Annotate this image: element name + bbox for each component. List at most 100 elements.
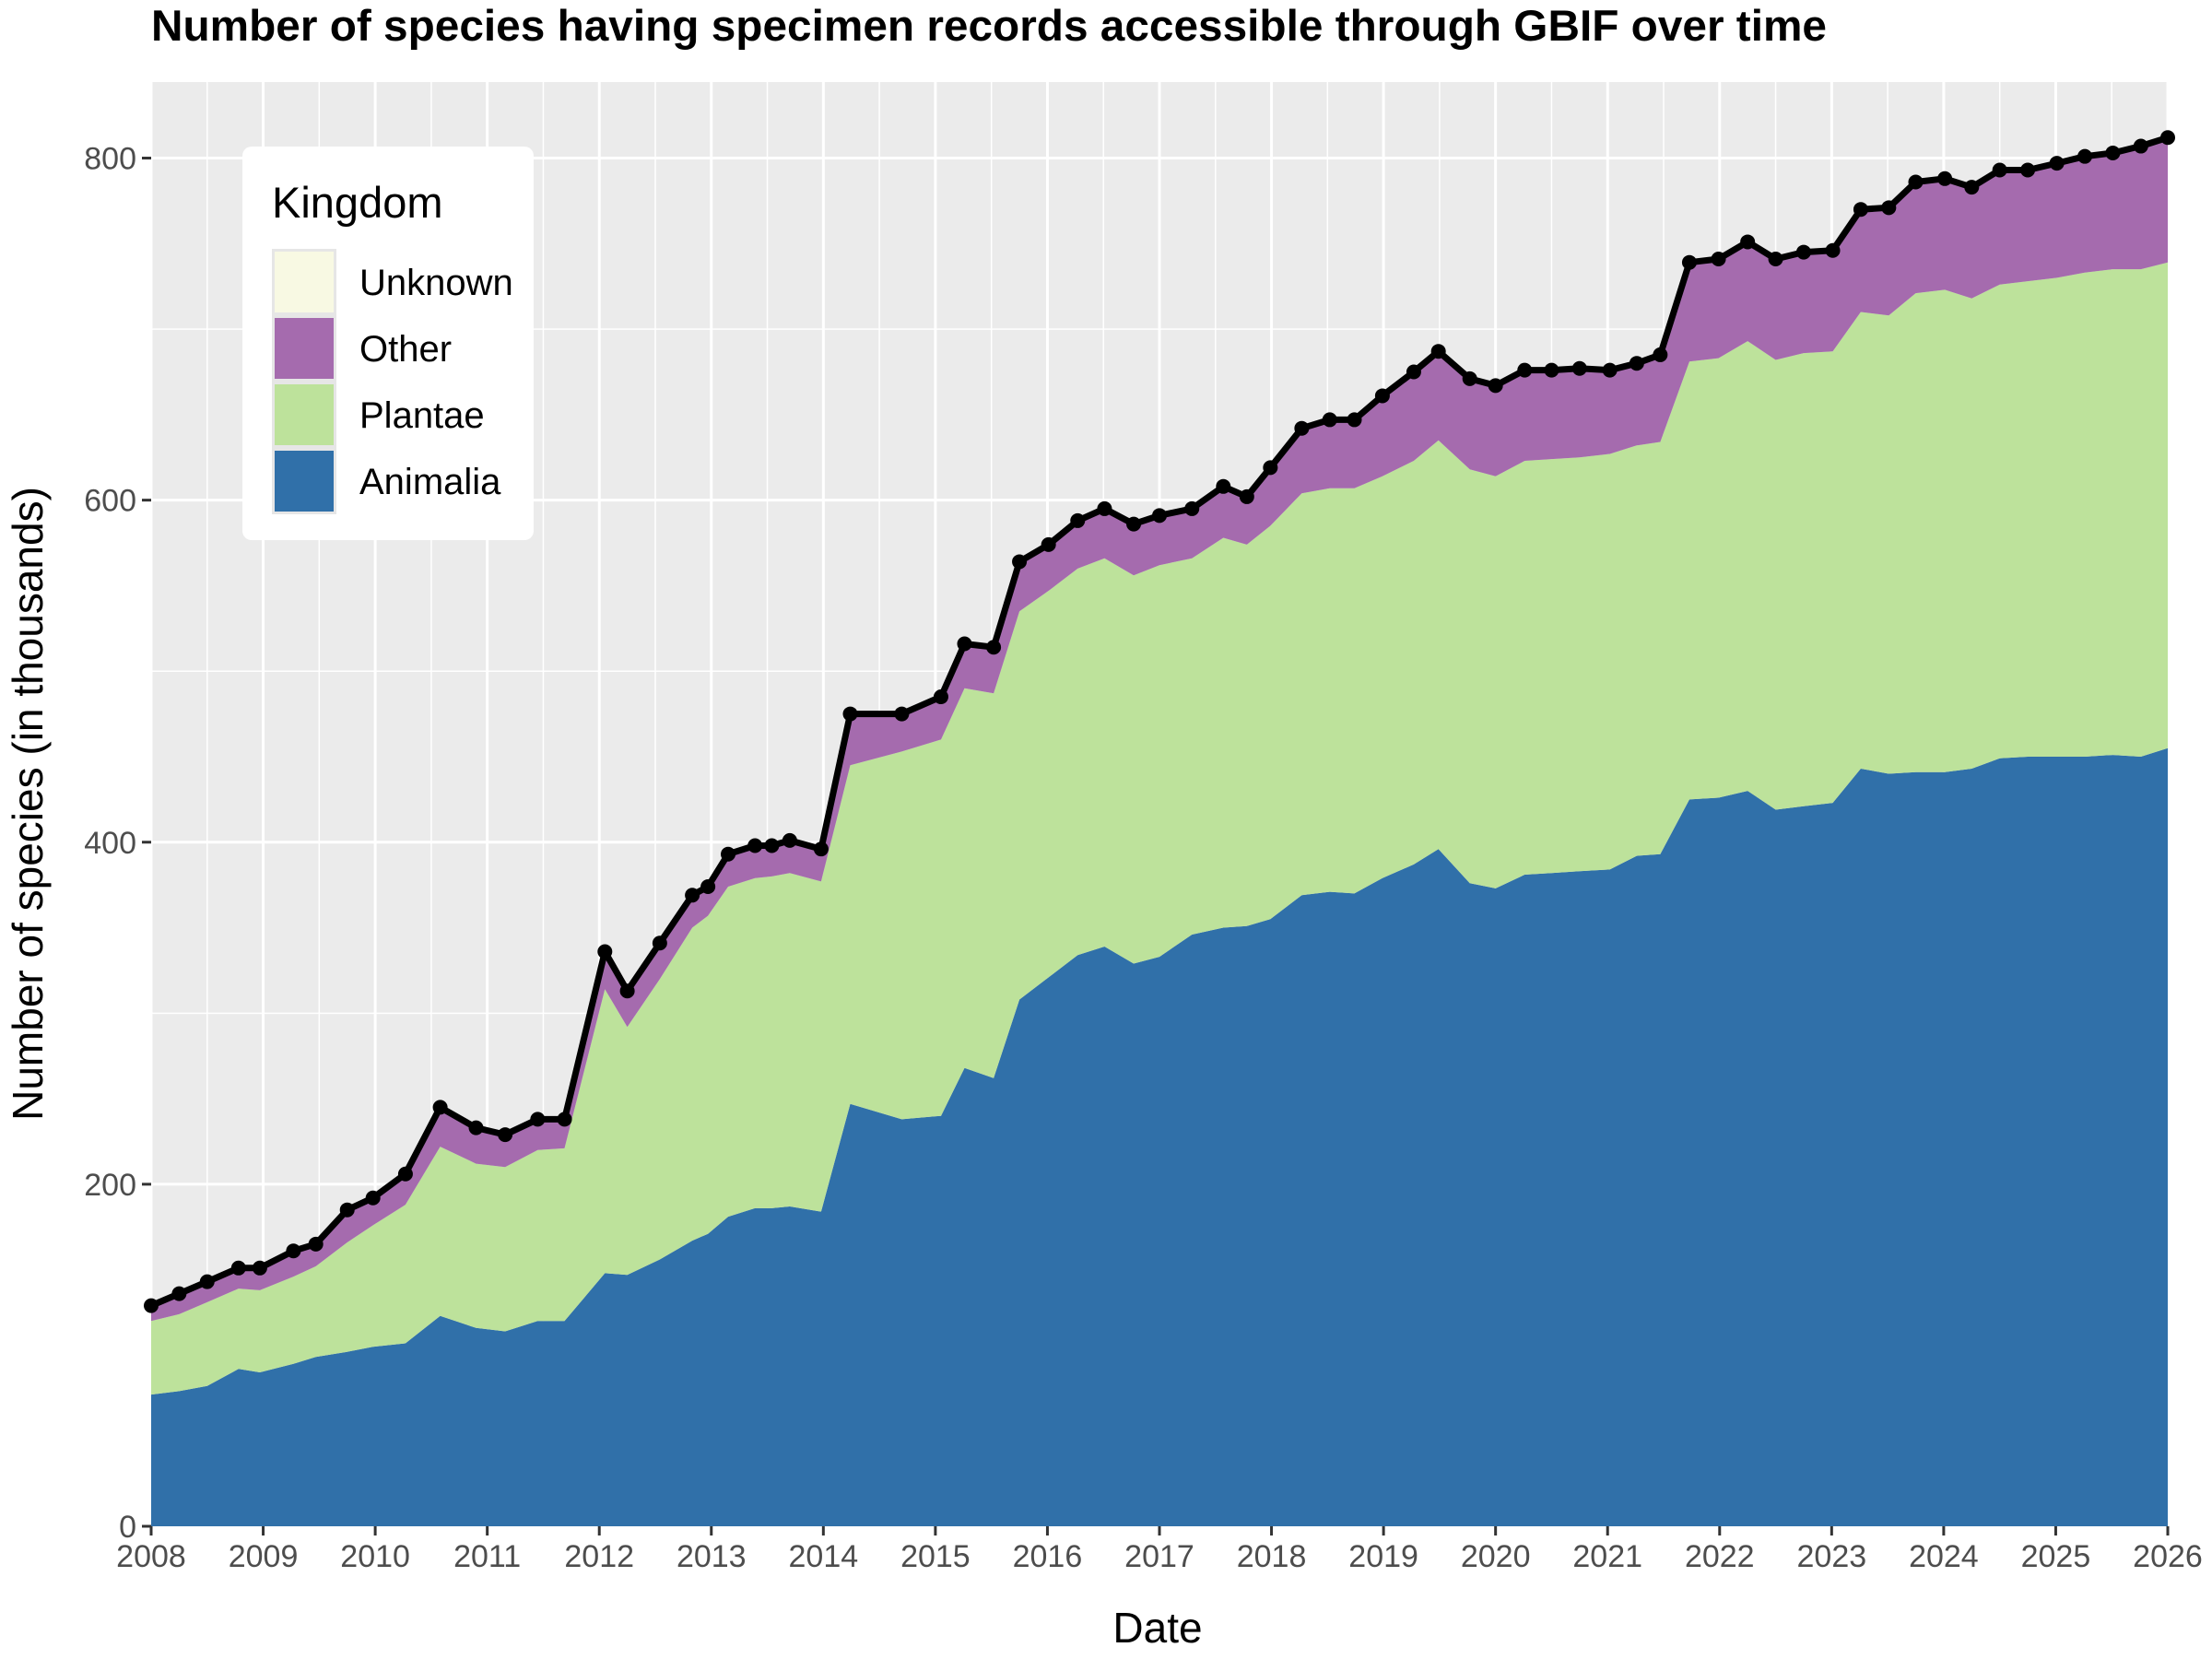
legend-label-animalia: Animalia — [359, 462, 501, 502]
total-point — [1825, 242, 1841, 258]
total-point — [1881, 200, 1897, 216]
x-tick-label: 2010 — [340, 1539, 410, 1574]
x-tick-label: 2023 — [1797, 1539, 1867, 1574]
legend-title: Kingdom — [272, 178, 443, 227]
total-point — [1347, 412, 1362, 428]
total-point — [1629, 356, 1644, 371]
legend-swatch-animalia — [275, 451, 334, 512]
total-point — [1937, 171, 1953, 186]
total-point — [2133, 138, 2148, 154]
total-point — [2105, 145, 2121, 160]
y-axis: 0 200 400 600 800 — [84, 142, 151, 1545]
legend-label-unknown: Unknown — [359, 263, 513, 303]
total-point — [1462, 371, 1477, 386]
total-point — [530, 1112, 546, 1127]
total-point — [619, 983, 635, 999]
x-tick-label: 2013 — [677, 1539, 747, 1574]
total-point — [1488, 378, 1503, 394]
total-point — [1768, 252, 1783, 267]
total-point — [1097, 500, 1112, 516]
total-point — [1853, 202, 1868, 218]
x-tick-label: 2015 — [900, 1539, 971, 1574]
total-point — [894, 706, 910, 722]
total-point — [813, 841, 829, 857]
area-plantae — [151, 262, 2168, 1395]
total-point — [1740, 234, 1756, 250]
total-point — [782, 832, 797, 848]
total-point — [1517, 362, 1533, 378]
total-point — [252, 1260, 267, 1276]
x-tick-label: 2011 — [453, 1539, 521, 1574]
y-tick-label: 400 — [84, 826, 136, 861]
x-tick-label: 2012 — [564, 1539, 634, 1574]
total-point — [308, 1236, 324, 1252]
legend-swatch-other — [275, 318, 334, 379]
x-tick-label: 2014 — [789, 1539, 859, 1574]
total-point — [933, 689, 948, 705]
total-point — [597, 944, 613, 959]
total-point — [652, 935, 667, 951]
total-point — [1041, 536, 1056, 552]
y-tick-label: 0 — [119, 1510, 136, 1545]
total-point — [468, 1120, 484, 1135]
total-point — [1406, 364, 1421, 380]
total-point — [1184, 500, 1200, 516]
total-point — [2049, 156, 2065, 171]
area-other — [151, 137, 2168, 1322]
total-point — [1239, 488, 1254, 504]
total-point — [1263, 460, 1278, 476]
total-point — [1294, 420, 1310, 436]
total-point — [1012, 554, 1028, 570]
legend-swatch-unknown — [275, 252, 334, 312]
total-point — [1216, 478, 1231, 494]
x-tick-label: 2008 — [116, 1539, 186, 1574]
legend-label-plantae: Plantae — [359, 395, 485, 436]
total-point — [557, 1112, 572, 1127]
total-point — [1544, 362, 1559, 378]
total-point — [286, 1243, 301, 1259]
x-tick-label: 2021 — [1572, 1539, 1642, 1574]
total-point — [365, 1190, 381, 1206]
total-point — [986, 640, 1002, 655]
total-point — [700, 879, 716, 895]
legend: Kingdom Unknown Other Plantae Animalia — [242, 147, 534, 540]
total-point — [1374, 388, 1390, 404]
total-point — [498, 1127, 513, 1143]
x-tick-label: 2017 — [1124, 1539, 1194, 1574]
legend-swatch-plantae — [275, 384, 334, 445]
y-tick-label: 600 — [84, 484, 136, 519]
total-point — [1795, 244, 1811, 260]
total-point — [1602, 362, 1618, 378]
total-point — [764, 838, 780, 853]
y-tick-label: 200 — [84, 1168, 136, 1203]
total-point — [2160, 130, 2175, 146]
total-point — [1964, 180, 1980, 195]
total-point — [1126, 516, 1142, 532]
total-line — [144, 130, 2175, 1313]
x-axis: 2008 2009 2010 2011 2012 2013 2014 2015 2016 2017… — [116, 1526, 2203, 1574]
total-point — [230, 1260, 246, 1276]
stacked-areas — [151, 137, 2168, 1526]
x-tick-label: 2019 — [1348, 1539, 1418, 1574]
x-tick-label: 2016 — [1013, 1539, 1083, 1574]
total-point — [144, 1298, 159, 1313]
total-point — [1711, 252, 1726, 267]
total-point — [199, 1274, 215, 1289]
total-point — [1992, 162, 2007, 178]
total-point — [2020, 162, 2036, 178]
total-point — [1430, 344, 1446, 359]
x-tick-label: 2020 — [1461, 1539, 1531, 1574]
area-animalia — [151, 747, 2168, 1526]
total-point — [397, 1166, 413, 1182]
total-point — [171, 1286, 187, 1301]
x-tick-label: 2022 — [1685, 1539, 1755, 1574]
total-point — [432, 1100, 448, 1115]
chart-title: Number of species having specimen record… — [151, 1, 1827, 50]
total-point — [721, 846, 736, 862]
total-point — [1070, 512, 1086, 528]
x-tick-label: 2026 — [2133, 1539, 2203, 1574]
total-point — [842, 706, 858, 722]
y-axis-title: Number of species (in thousands) — [4, 487, 52, 1121]
total-point — [685, 888, 700, 903]
